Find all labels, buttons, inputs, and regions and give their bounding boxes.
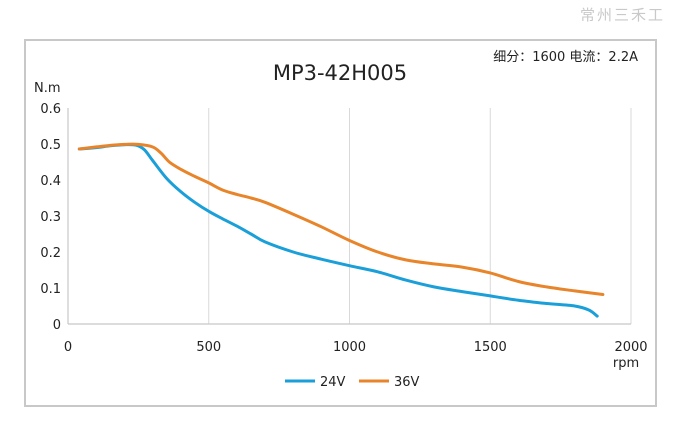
y-axis-label: N.m bbox=[34, 81, 61, 96]
legend-label-36v: 36V bbox=[394, 375, 420, 390]
y-tick-label: 0.2 bbox=[40, 246, 61, 261]
watermark: 常州三禾工 bbox=[579, 6, 665, 24]
x-axis-label: rpm bbox=[613, 356, 639, 371]
series-line-24v bbox=[77, 143, 599, 318]
x-tick-label: 2000 bbox=[614, 340, 647, 355]
y-tick-label: 0 bbox=[53, 318, 61, 333]
chart-title: MP3-42H005 bbox=[273, 61, 407, 85]
x-tick-label: 1000 bbox=[333, 340, 366, 355]
y-tick-label: 0.3 bbox=[40, 210, 61, 225]
x-tick-label: 0 bbox=[64, 340, 72, 355]
y-tick-label: 0.4 bbox=[40, 174, 61, 189]
chart-frame bbox=[24, 39, 657, 407]
y-tick-label: 0.5 bbox=[40, 138, 61, 153]
chart-subtitle: 细分：1600 电流：2.2A bbox=[493, 50, 638, 65]
y-tick-label: 0.1 bbox=[40, 282, 61, 297]
x-tick-label: 1500 bbox=[474, 340, 507, 355]
y-tick-label: 0.6 bbox=[40, 102, 61, 117]
x-tick-label: 500 bbox=[196, 340, 221, 355]
legend-label-24v: 24V bbox=[320, 375, 346, 390]
series-line-36v bbox=[77, 142, 605, 296]
